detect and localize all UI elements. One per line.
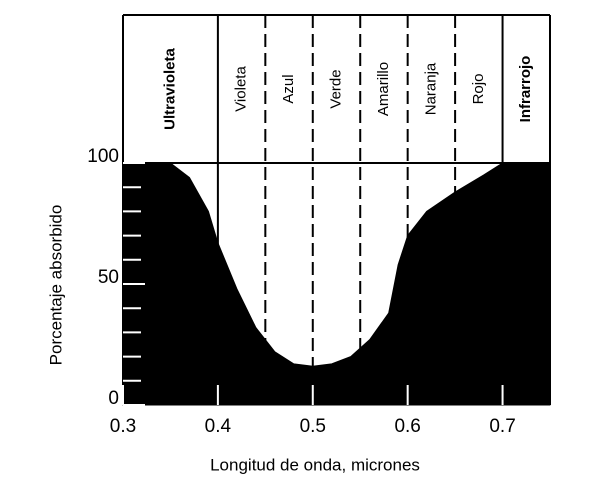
- band-label: Verde: [327, 69, 344, 108]
- y-tick-label: 100: [87, 146, 119, 167]
- absorption-area: [122, 162, 551, 406]
- band-label: Amarillo: [375, 62, 392, 116]
- x-axis-label: Longitud de onda, micrones: [210, 455, 420, 474]
- x-tick-label: 0.5: [300, 416, 326, 437]
- y-tick-label: 50: [98, 267, 119, 288]
- band-label: Ultravioleta: [161, 47, 178, 129]
- x-tick-label: 0.6: [394, 416, 420, 437]
- band-label: Naranja: [422, 62, 439, 115]
- band-label: Infrarrojo: [517, 56, 534, 123]
- x-tick-label: 0.7: [489, 416, 515, 437]
- x-tick-label: 0.4: [205, 416, 232, 437]
- x-tick-label: 0.3: [110, 416, 136, 437]
- y-axis-label: Porcentaje absorbido: [46, 205, 65, 366]
- band-label: Rojo: [470, 74, 487, 105]
- band-label: Azul: [280, 74, 297, 103]
- y-tick-label: 0: [108, 388, 119, 409]
- band-label: Violeta: [233, 66, 250, 112]
